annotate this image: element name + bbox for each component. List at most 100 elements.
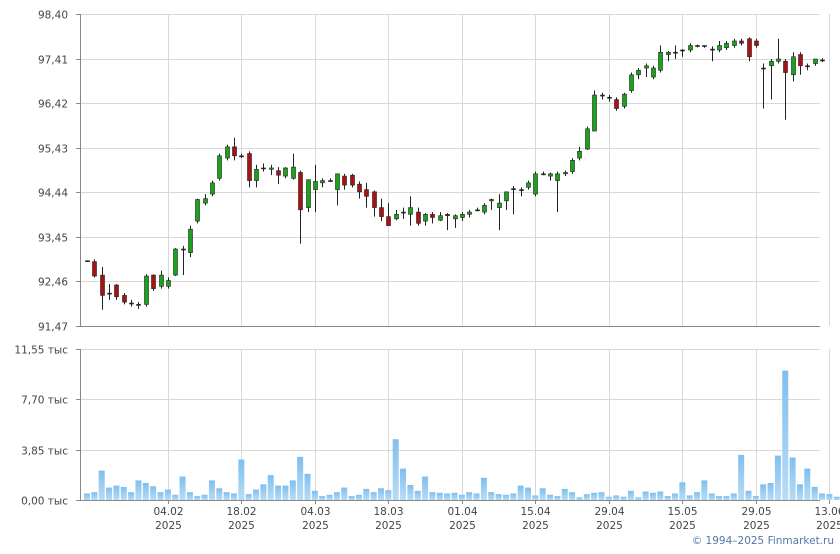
candlestick <box>276 167 281 185</box>
candle-body <box>85 260 90 263</box>
volume-bar <box>297 456 304 500</box>
candle-body <box>151 274 156 289</box>
candle-body <box>306 179 311 208</box>
candle-body <box>805 65 810 68</box>
candlestick <box>306 179 311 213</box>
candle-body <box>136 304 141 306</box>
candlestick <box>548 172 553 181</box>
volume-bar <box>355 494 362 500</box>
candle-body <box>357 183 362 193</box>
candlestick <box>195 198 200 224</box>
price-tick-label: 94,44 <box>38 188 68 200</box>
candle-body <box>225 146 230 159</box>
volume-bar <box>466 492 473 500</box>
x-tick-label-date: 04.03 <box>300 506 330 518</box>
x-tick-label-year: 2025 <box>669 520 696 532</box>
volume-bar <box>172 494 179 500</box>
candlestick <box>217 153 222 181</box>
volume-bar <box>642 491 649 500</box>
candlestick <box>350 173 355 188</box>
volume-bar <box>84 493 90 500</box>
volume-bar <box>613 495 620 500</box>
volume-tick-label: 11,55 тыс <box>14 345 68 357</box>
x-tick-label-year: 2025 <box>816 520 840 532</box>
candlestick <box>122 293 127 305</box>
candle-body <box>761 67 766 70</box>
x-tick-label-date: 15.04 <box>520 506 550 518</box>
candle-body <box>320 180 325 184</box>
candle-body <box>144 275 149 305</box>
volume-bar <box>208 480 215 500</box>
copyright-credit[interactable]: © 1994–2025 Finmarket.ru <box>691 535 834 547</box>
volume-bar <box>275 485 282 500</box>
candlestick <box>702 45 707 48</box>
volume-bar <box>473 493 480 500</box>
candle-body <box>533 173 538 195</box>
candlestick <box>151 274 156 291</box>
candlestick <box>783 59 788 120</box>
candlestick <box>695 44 700 48</box>
candlestick <box>173 248 178 277</box>
candle-body <box>203 198 208 204</box>
volume-bar <box>128 492 135 500</box>
volume-bar <box>796 484 803 500</box>
candlestick <box>328 178 333 182</box>
volume-bar <box>194 496 201 500</box>
candle-body <box>526 182 531 188</box>
candlestick <box>489 198 494 210</box>
candlestick <box>129 299 134 307</box>
volume-bar <box>649 492 656 500</box>
x-tick-label-year: 2025 <box>743 520 770 532</box>
candle-body <box>254 169 259 181</box>
volume-bar <box>701 480 708 500</box>
volume-bar <box>223 492 230 500</box>
candle-body <box>776 58 781 62</box>
candle-body <box>445 214 450 216</box>
candlestick <box>717 41 722 53</box>
volume-bar <box>760 484 767 500</box>
candle-body <box>173 248 178 276</box>
candlestick <box>269 164 274 176</box>
candlestick <box>511 185 516 215</box>
volume-bar <box>774 455 781 500</box>
volume-bar <box>245 494 252 500</box>
candle-body <box>497 202 502 208</box>
candlestick <box>732 38 737 48</box>
volume-bar <box>804 468 811 500</box>
candle-body <box>122 295 127 303</box>
x-tick-label-year: 2025 <box>522 520 549 532</box>
candle-body <box>188 228 193 253</box>
candle-body <box>114 284 119 298</box>
volume-bar <box>113 485 120 500</box>
x-tick-label-date: 18.02 <box>226 506 256 518</box>
candle-body <box>651 67 656 78</box>
candlestick <box>261 163 266 172</box>
candlestick <box>85 260 90 263</box>
candle-body <box>328 180 333 182</box>
candlestick <box>320 178 325 188</box>
candlestick <box>357 181 362 199</box>
candlestick <box>592 90 597 132</box>
candlestick <box>607 95 612 102</box>
volume-bar <box>488 492 495 500</box>
x-tick-label-date: 15.05 <box>667 506 697 518</box>
candle-body <box>570 160 575 172</box>
candle-body <box>592 94 597 132</box>
volume-bar <box>267 475 274 500</box>
volume-bar <box>583 494 590 500</box>
candle-body <box>710 48 715 51</box>
candlestick <box>754 38 759 48</box>
x-tick-label-year: 2025 <box>596 520 623 532</box>
candlestick <box>401 207 406 219</box>
candlestick <box>724 41 729 51</box>
volume-bar <box>400 468 407 500</box>
volume-bar <box>686 495 693 500</box>
volume-bar <box>811 486 818 500</box>
candlestick <box>416 207 421 226</box>
volume-bar <box>253 489 260 500</box>
candle-body <box>467 211 472 215</box>
candle-body <box>622 93 627 107</box>
candlestick <box>430 212 435 224</box>
candle-body <box>291 166 296 179</box>
candlestick <box>563 170 568 177</box>
